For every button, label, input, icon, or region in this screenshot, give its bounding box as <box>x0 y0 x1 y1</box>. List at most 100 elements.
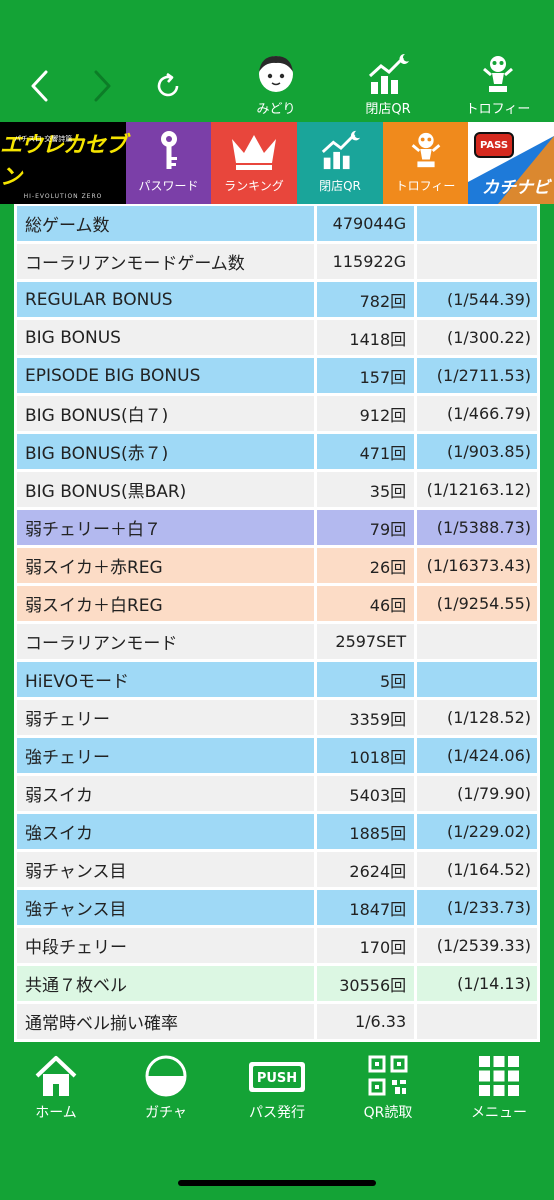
chevron-left-icon <box>31 70 48 102</box>
category-trophy[interactable]: トロフィー <box>383 122 468 204</box>
table-row: 弱チャンス目 2624回 (1/164.52) <box>17 852 537 887</box>
stat-value: 782回 <box>316 282 415 317</box>
bottom-nav-home[interactable]: ホーム <box>11 1054 101 1122</box>
pass-badge: PASS <box>474 132 514 158</box>
stat-name: 弱スイカ＋赤REG <box>17 548 314 583</box>
category-label: トロフィー <box>395 179 456 193</box>
home-indicator[interactable] <box>178 1180 376 1186</box>
forward-button[interactable] <box>80 64 124 108</box>
table-row: 総ゲーム数 479044G <box>17 206 537 241</box>
toolbar-item-trophy[interactable]: トロフィー <box>458 52 538 118</box>
stat-probability: (1/903.85) <box>417 434 537 469</box>
push-badge-icon: PUSH <box>249 1062 305 1092</box>
stat-name: 弱スイカ <box>17 776 314 811</box>
stat-value: 26回 <box>316 548 415 583</box>
back-button[interactable] <box>18 64 62 108</box>
bottom-nav-menu[interactable]: メニュー <box>454 1054 544 1122</box>
toolbar-item-midori[interactable]: みどり <box>236 52 316 118</box>
logo-subtitle: HI-EVOLUTION ZERO <box>23 192 103 200</box>
stat-value: 5403回 <box>316 776 415 811</box>
stat-name: BIG BONUS(黒BAR) <box>17 472 314 507</box>
stat-value: 5回 <box>316 662 415 697</box>
trophy-figure-icon <box>411 132 440 168</box>
machine-logo[interactable]: パチスロ 交響詩篇 エウレカセブン HI-EVOLUTION ZERO <box>0 122 127 204</box>
stat-value: 1/6.33 <box>316 1004 415 1039</box>
stat-value: 46回 <box>316 586 415 621</box>
bottom-nav-qr[interactable]: QR読取 <box>343 1054 433 1122</box>
stat-name: 強スイカ <box>17 814 314 849</box>
bottom-nav-gacha[interactable]: ガチャ <box>121 1054 211 1122</box>
chart-qr-icon <box>368 53 409 94</box>
stat-value: 30556回 <box>316 966 415 1001</box>
stat-value: 479044G <box>316 206 415 241</box>
toolbar-item-label: トロフィー <box>465 102 531 117</box>
stat-probability: (1/2711.53) <box>417 358 537 393</box>
stat-name: コーラリアンモードゲーム数 <box>17 244 314 279</box>
bottom-nav-pass[interactable]: PUSH パス発行 <box>232 1054 322 1122</box>
category-label: ランキング <box>224 179 284 193</box>
right-gutter <box>540 204 554 1042</box>
table-row: 弱スイカ＋赤REG 26回 (1/16373.43) <box>17 548 537 583</box>
stat-probability: (1/233.73) <box>417 890 537 925</box>
stat-probability: (1/79.90) <box>417 776 537 811</box>
stat-probability: (1/466.79) <box>417 396 537 431</box>
stat-name: 強チェリー <box>17 738 314 773</box>
stat-probability <box>417 662 537 697</box>
category-ranking[interactable]: ランキング <box>211 122 297 204</box>
home-icon <box>35 1056 77 1096</box>
table-row: 弱スイカ 5403回 (1/79.90) <box>17 776 537 811</box>
bottom-nav-label: パス発行 <box>249 1105 305 1121</box>
stat-probability: (1/164.52) <box>417 852 537 887</box>
chart-qr-icon <box>321 130 361 170</box>
stat-probability: (1/544.39) <box>417 282 537 317</box>
toolbar-item-label: 閉店QR <box>365 102 411 117</box>
category-password[interactable]: パスワード <box>126 122 211 204</box>
toolbar-item-closing-qr[interactable]: 閉店QR <box>348 52 428 118</box>
table-row: HiEVOモード 5回 <box>17 662 537 697</box>
stat-probability <box>417 624 537 659</box>
stat-probability: (1/2539.33) <box>417 928 537 963</box>
logo-top-text: パチスロ 交響詩篇 <box>14 135 73 143</box>
top-toolbar: みどり 閉店QR トロフィー <box>0 0 554 122</box>
stat-value: 2624回 <box>316 852 415 887</box>
stats-table-container: 総ゲーム数 479044G コーラリアンモードゲーム数 115922G REGULAR … <box>0 204 554 1042</box>
table-row: コーラリアンモード 2597SET <box>17 624 537 659</box>
table-row: BIG BONUS 1418回 (1/300.22) <box>17 320 537 355</box>
stat-probability <box>417 1004 537 1039</box>
key-icon <box>160 131 177 169</box>
table-row: BIG BONUS(黒BAR) 35回 (1/12163.12) <box>17 472 537 507</box>
stat-value: 1418回 <box>316 320 415 355</box>
stat-value: 471回 <box>316 434 415 469</box>
bottom-nav-label: ホーム <box>35 1105 77 1121</box>
stat-value: 157回 <box>316 358 415 393</box>
stat-name: コーラリアンモード <box>17 624 314 659</box>
table-row: REGULAR BONUS 782回 (1/544.39) <box>17 282 537 317</box>
stat-probability <box>417 244 537 279</box>
stat-value: 1885回 <box>316 814 415 849</box>
qr-code-icon <box>368 1055 408 1096</box>
stat-name: 強チャンス目 <box>17 890 314 925</box>
category-label: パスワード <box>138 179 199 193</box>
category-label: 閉店QR <box>319 179 361 193</box>
stat-name: HiEVOモード <box>17 662 314 697</box>
stat-name: 弱チェリー <box>17 700 314 735</box>
stat-name: BIG BONUS <box>17 320 314 355</box>
brand-corner[interactable]: PASS カチナビ <box>468 122 554 204</box>
reload-button[interactable] <box>146 64 190 108</box>
stat-name: 弱チャンス目 <box>17 852 314 887</box>
stat-value: 35回 <box>316 472 415 507</box>
table-row: 強スイカ 1885回 (1/229.02) <box>17 814 537 849</box>
bottom-nav-label: メニュー <box>471 1105 527 1121</box>
brand-name: カチナビ <box>482 178 550 198</box>
table-row: 弱スイカ＋白REG 46回 (1/9254.55) <box>17 586 537 621</box>
table-row: 弱チェリー＋白７ 79回 (1/5388.73) <box>17 510 537 545</box>
stat-probability: (1/9254.55) <box>417 586 537 621</box>
stat-value: 912回 <box>316 396 415 431</box>
grid-menu-icon <box>479 1056 519 1096</box>
stat-probability: (1/128.52) <box>417 700 537 735</box>
stat-value: 79回 <box>316 510 415 545</box>
character-face-icon <box>259 56 293 92</box>
category-closing-qr[interactable]: 閉店QR <box>297 122 383 204</box>
stat-name: 通常時ベル揃い確率 <box>17 1004 314 1039</box>
stat-name: BIG BONUS(赤７) <box>17 434 314 469</box>
